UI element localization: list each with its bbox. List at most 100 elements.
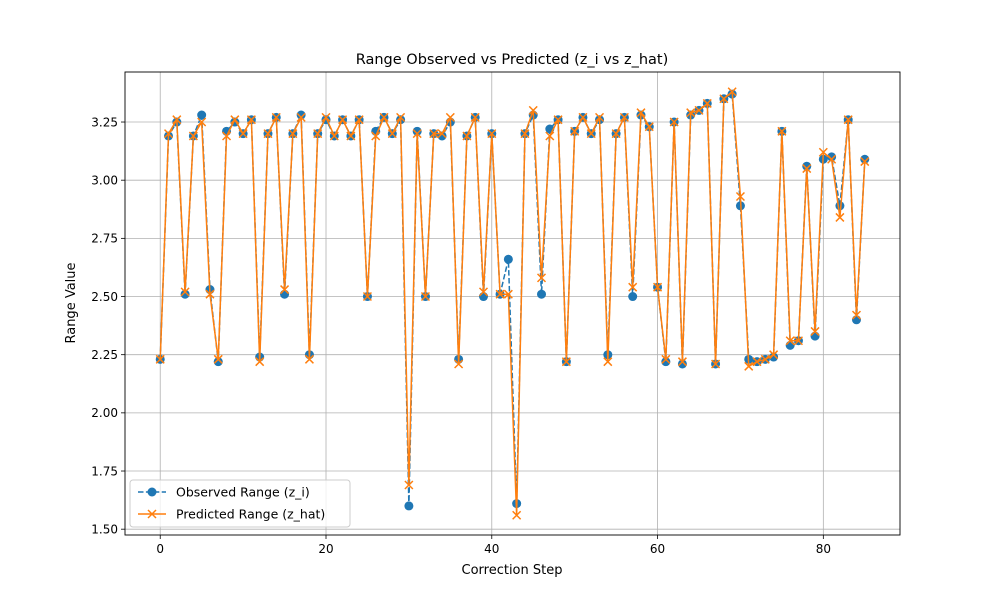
data-point: [586, 129, 596, 139]
data-point: [628, 292, 638, 302]
x-tick-label: 80: [816, 542, 831, 556]
data-point: [404, 501, 414, 511]
data-point: [180, 287, 190, 297]
data-point: [769, 350, 779, 360]
data-point: [387, 129, 397, 139]
data-point: [578, 112, 588, 122]
data-point: [661, 357, 671, 367]
y-tick-label: 2.50: [91, 290, 118, 304]
data-point: [628, 282, 638, 292]
data-point: [296, 112, 306, 122]
data-point: [760, 354, 770, 364]
y-tick-label: 2.00: [91, 406, 118, 420]
data-point: [619, 112, 629, 122]
data-point: [537, 289, 547, 299]
data-point: [246, 115, 256, 125]
data-point: [769, 352, 779, 362]
y-tick-label: 2.75: [91, 232, 118, 246]
y-tick-label: 2.25: [91, 348, 118, 362]
chart-title: Range Observed vs Predicted (z_i vs z_ha…: [356, 52, 669, 68]
data-point: [454, 359, 464, 369]
legend-label-predicted: Predicted Range (z_hat): [176, 507, 325, 522]
legend-label-observed: Observed Range (z_i): [176, 485, 310, 500]
data-point: [213, 357, 223, 367]
data-point: [180, 289, 190, 299]
data-point: [512, 510, 522, 520]
data-point: [304, 354, 314, 364]
data-point: [677, 359, 687, 369]
data-point: [280, 285, 290, 295]
data-point: [412, 129, 422, 139]
data-point: [412, 126, 422, 136]
data-point: [346, 131, 356, 141]
data-point: [495, 289, 505, 299]
data-point: [520, 129, 530, 139]
data-point: [379, 112, 389, 122]
data-point: [163, 129, 174, 139]
data-point: [777, 126, 787, 136]
data-point: [661, 354, 671, 364]
x-tick-label: 40: [484, 542, 499, 556]
series-line: [159, 91, 866, 516]
data-point: [296, 110, 306, 120]
data-point: [793, 336, 803, 346]
data-point: [711, 359, 721, 369]
y-axis-label: Range Value: [64, 262, 79, 343]
data-point: [818, 147, 828, 157]
data-point: [197, 117, 207, 127]
y-tick-label: 1.75: [91, 464, 118, 478]
ticks: 0 20 40 60 80 1.50 1.75 2.00 2.25 2.50 2.75 3.00 3.2…: [91, 115, 831, 556]
data-point: [205, 289, 215, 299]
data-point: [802, 164, 812, 174]
data-point: [338, 115, 348, 125]
data-point: [487, 129, 497, 139]
data-point: [280, 289, 290, 299]
data-point: [536, 273, 547, 283]
data-point: [744, 361, 754, 371]
legend: Observed Range (z_i) Predicted Range (z_…: [129, 479, 351, 528]
data-point: [595, 112, 605, 122]
data-point: [727, 87, 737, 97]
data-point: [362, 291, 372, 302]
data-point: [230, 115, 240, 125]
data-point: [271, 112, 281, 122]
data-point: [462, 131, 472, 141]
series-predicted: [155, 87, 870, 520]
data-point: [735, 191, 745, 202]
data-point: [445, 112, 455, 122]
data-point: [785, 340, 795, 350]
data-point: [570, 126, 580, 136]
data-point: [860, 154, 870, 164]
data-point: [528, 105, 538, 115]
data-point: [429, 129, 439, 139]
data-point: [677, 357, 687, 367]
data-point: [188, 131, 198, 141]
y-tick-label: 3.25: [91, 115, 118, 129]
data-point: [478, 287, 489, 297]
data-point: [694, 105, 704, 115]
data-point: [354, 115, 364, 125]
data-point: [843, 115, 853, 125]
data-point: [644, 122, 654, 132]
y-tick-label: 1.50: [91, 522, 118, 536]
data-point: [752, 357, 762, 367]
data-point: [851, 310, 862, 320]
data-point: [785, 336, 795, 346]
legend-marker-predicted: [147, 509, 157, 519]
data-point: [420, 291, 430, 302]
data-point: [636, 108, 646, 118]
data-point: [396, 112, 406, 122]
legend-marker-observed: [147, 487, 157, 497]
x-tick-label: 60: [650, 542, 665, 556]
data-point: [719, 94, 729, 104]
data-point: [503, 254, 513, 264]
data-point: [172, 115, 182, 125]
data-point: [238, 129, 248, 139]
data-point: [503, 289, 513, 299]
data-point: [702, 98, 712, 108]
data-point: [851, 315, 861, 325]
data-point: [827, 154, 837, 164]
data-point: [155, 354, 165, 364]
data-point: [553, 115, 563, 125]
